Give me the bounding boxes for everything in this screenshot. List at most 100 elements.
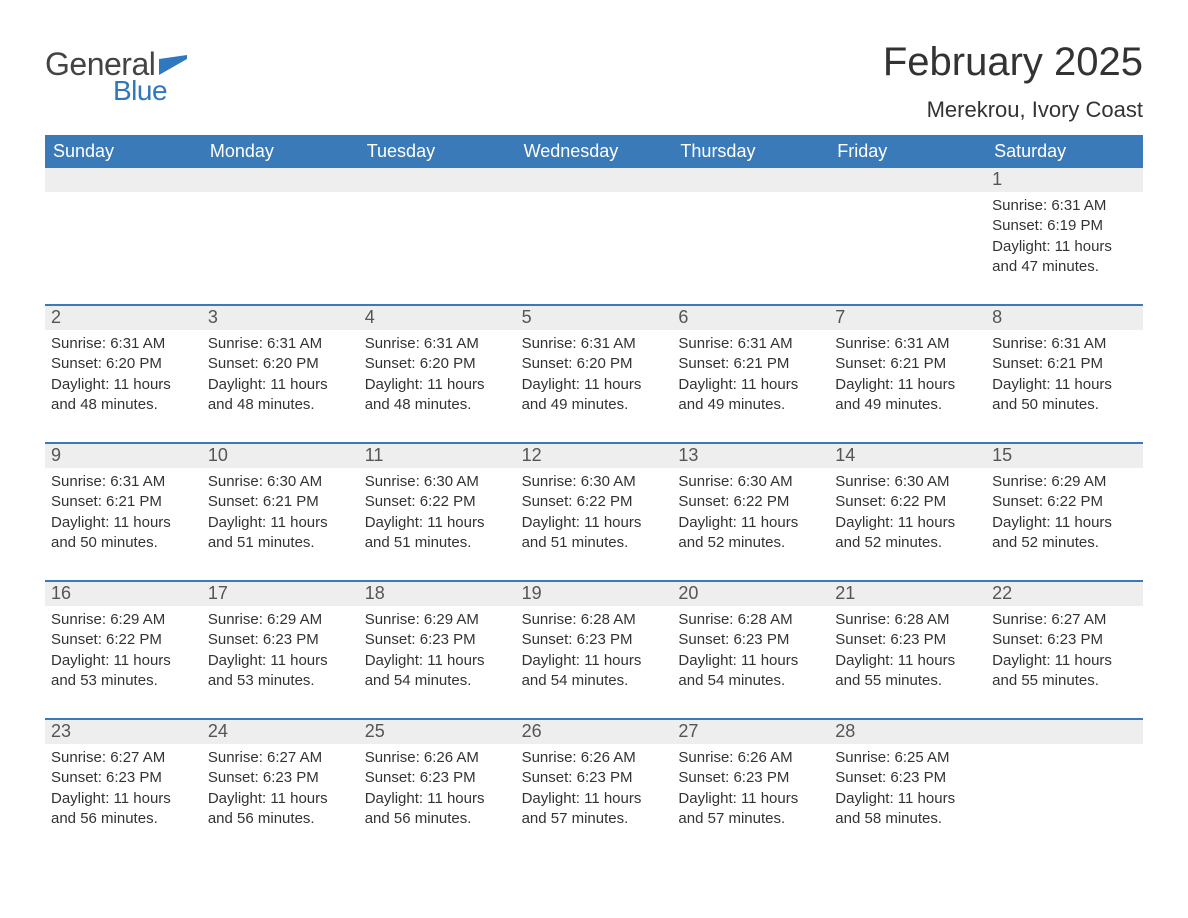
week-row: 16Sunrise: 6:29 AMSunset: 6:22 PMDayligh… [45,580,1143,696]
day-daylight2: and 55 minutes. [835,671,980,691]
day-daylight1: Daylight: 11 hours [208,375,353,395]
day-sunset: Sunset: 6:21 PM [51,492,196,512]
day-sunrise: Sunrise: 6:27 AM [992,610,1137,630]
day-daylight1: Daylight: 11 hours [992,651,1137,671]
day-daylight1: Daylight: 11 hours [992,375,1137,395]
day-daylight2: and 52 minutes. [835,533,980,553]
day-number: 19 [516,582,673,606]
logo-text-blue: Blue [113,75,167,107]
day-sunrise: Sunrise: 6:31 AM [51,334,196,354]
day-daylight1: Daylight: 11 hours [365,651,510,671]
day-daylight1: Daylight: 11 hours [208,513,353,533]
day-number: 22 [986,582,1143,606]
day-body: Sunrise: 6:31 AMSunset: 6:21 PMDaylight:… [986,330,1143,420]
day-sunrise: Sunrise: 6:26 AM [522,748,667,768]
day-body: Sunrise: 6:31 AMSunset: 6:20 PMDaylight:… [202,330,359,420]
day-cell: 4Sunrise: 6:31 AMSunset: 6:20 PMDaylight… [359,306,516,420]
day-daylight2: and 48 minutes. [365,395,510,415]
day-body [986,744,1143,834]
day-cell: 15Sunrise: 6:29 AMSunset: 6:22 PMDayligh… [986,444,1143,558]
days-of-week-header: Sunday Monday Tuesday Wednesday Thursday… [45,135,1143,168]
dow-wednesday: Wednesday [516,135,673,168]
day-sunrise: Sunrise: 6:27 AM [51,748,196,768]
dow-friday: Friday [829,135,986,168]
day-body: Sunrise: 6:25 AMSunset: 6:23 PMDaylight:… [829,744,986,834]
day-daylight1: Daylight: 11 hours [992,237,1137,257]
day-sunset: Sunset: 6:20 PM [208,354,353,374]
day-cell: 17Sunrise: 6:29 AMSunset: 6:23 PMDayligh… [202,582,359,696]
day-body [359,192,516,282]
day-number: 27 [672,720,829,744]
day-cell: 26Sunrise: 6:26 AMSunset: 6:23 PMDayligh… [516,720,673,834]
location: Merekrou, Ivory Coast [883,97,1143,123]
day-cell: 8Sunrise: 6:31 AMSunset: 6:21 PMDaylight… [986,306,1143,420]
day-number: 16 [45,582,202,606]
day-sunrise: Sunrise: 6:28 AM [522,610,667,630]
day-sunset: Sunset: 6:22 PM [51,630,196,650]
day-sunrise: Sunrise: 6:30 AM [678,472,823,492]
day-daylight1: Daylight: 11 hours [51,651,196,671]
day-daylight2: and 51 minutes. [365,533,510,553]
day-body: Sunrise: 6:30 AMSunset: 6:22 PMDaylight:… [359,468,516,558]
day-sunrise: Sunrise: 6:28 AM [678,610,823,630]
day-cell: 21Sunrise: 6:28 AMSunset: 6:23 PMDayligh… [829,582,986,696]
day-body: Sunrise: 6:28 AMSunset: 6:23 PMDaylight:… [516,606,673,696]
day-cell: 1Sunrise: 6:31 AMSunset: 6:19 PMDaylight… [986,168,1143,282]
day-daylight1: Daylight: 11 hours [365,375,510,395]
day-cell [45,168,202,282]
day-cell [202,168,359,282]
day-number: 15 [986,444,1143,468]
day-cell: 18Sunrise: 6:29 AMSunset: 6:23 PMDayligh… [359,582,516,696]
day-cell: 24Sunrise: 6:27 AMSunset: 6:23 PMDayligh… [202,720,359,834]
day-daylight2: and 49 minutes. [678,395,823,415]
day-sunset: Sunset: 6:23 PM [208,768,353,788]
day-body: Sunrise: 6:31 AMSunset: 6:20 PMDaylight:… [516,330,673,420]
day-cell: 19Sunrise: 6:28 AMSunset: 6:23 PMDayligh… [516,582,673,696]
day-number: 25 [359,720,516,744]
day-sunset: Sunset: 6:23 PM [835,630,980,650]
day-daylight2: and 50 minutes. [51,533,196,553]
day-cell: 25Sunrise: 6:26 AMSunset: 6:23 PMDayligh… [359,720,516,834]
day-number: 13 [672,444,829,468]
day-body: Sunrise: 6:29 AMSunset: 6:22 PMDaylight:… [986,468,1143,558]
day-cell: 3Sunrise: 6:31 AMSunset: 6:20 PMDaylight… [202,306,359,420]
day-daylight2: and 47 minutes. [992,257,1137,277]
day-daylight2: and 51 minutes. [522,533,667,553]
day-body: Sunrise: 6:31 AMSunset: 6:21 PMDaylight:… [672,330,829,420]
week-row: 9Sunrise: 6:31 AMSunset: 6:21 PMDaylight… [45,442,1143,558]
day-daylight1: Daylight: 11 hours [208,789,353,809]
day-cell: 9Sunrise: 6:31 AMSunset: 6:21 PMDaylight… [45,444,202,558]
day-sunset: Sunset: 6:23 PM [365,768,510,788]
day-body: Sunrise: 6:28 AMSunset: 6:23 PMDaylight:… [672,606,829,696]
day-daylight2: and 56 minutes. [51,809,196,829]
day-number: 9 [45,444,202,468]
day-cell: 28Sunrise: 6:25 AMSunset: 6:23 PMDayligh… [829,720,986,834]
day-daylight1: Daylight: 11 hours [51,513,196,533]
day-cell: 23Sunrise: 6:27 AMSunset: 6:23 PMDayligh… [45,720,202,834]
dow-thursday: Thursday [672,135,829,168]
day-daylight2: and 52 minutes. [992,533,1137,553]
day-daylight1: Daylight: 11 hours [522,375,667,395]
day-daylight2: and 48 minutes. [208,395,353,415]
day-body: Sunrise: 6:26 AMSunset: 6:23 PMDaylight:… [516,744,673,834]
day-body: Sunrise: 6:31 AMSunset: 6:19 PMDaylight:… [986,192,1143,282]
day-daylight2: and 54 minutes. [678,671,823,691]
day-sunrise: Sunrise: 6:29 AM [51,610,196,630]
day-number: 26 [516,720,673,744]
day-daylight2: and 49 minutes. [522,395,667,415]
day-sunset: Sunset: 6:22 PM [992,492,1137,512]
day-body [516,192,673,282]
day-sunrise: Sunrise: 6:28 AM [835,610,980,630]
day-daylight1: Daylight: 11 hours [678,789,823,809]
day-daylight2: and 56 minutes. [365,809,510,829]
day-daylight2: and 48 minutes. [51,395,196,415]
day-cell [359,168,516,282]
day-number: 20 [672,582,829,606]
day-body: Sunrise: 6:30 AMSunset: 6:22 PMDaylight:… [672,468,829,558]
day-body: Sunrise: 6:30 AMSunset: 6:21 PMDaylight:… [202,468,359,558]
day-number: 24 [202,720,359,744]
day-daylight1: Daylight: 11 hours [208,651,353,671]
day-body: Sunrise: 6:31 AMSunset: 6:20 PMDaylight:… [359,330,516,420]
day-daylight1: Daylight: 11 hours [992,513,1137,533]
day-sunrise: Sunrise: 6:25 AM [835,748,980,768]
